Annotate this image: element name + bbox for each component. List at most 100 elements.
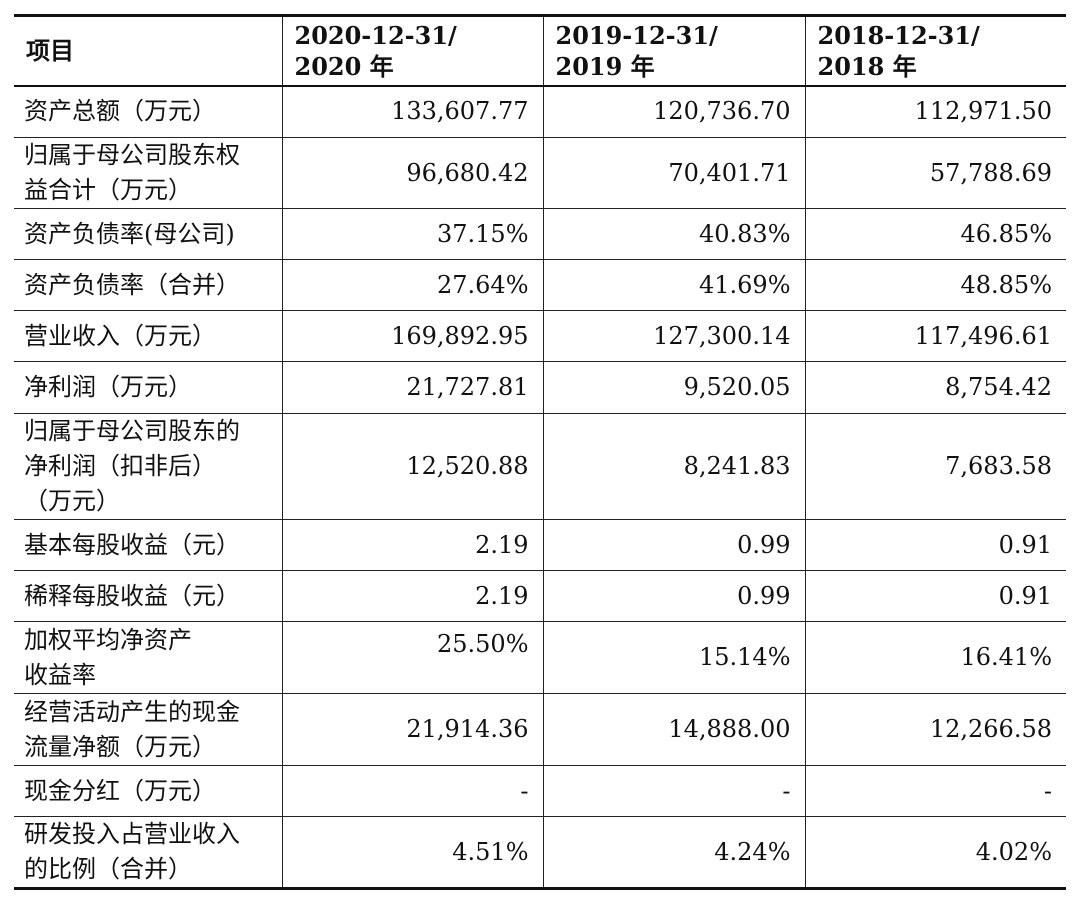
row-label: 稀释每股收益（元）	[14, 570, 283, 622]
value-2020: 133,607.77	[281, 85, 544, 138]
row-label-line: 加权平均净资产	[24, 625, 192, 654]
value-2018: 8,754.42	[804, 361, 1066, 414]
value-2020: 4.51%	[281, 816, 544, 890]
value-2019: 127,300.14	[542, 310, 806, 362]
table-row: 营业收入（万元） 169,892.95 127,300.14 117,496.6…	[14, 310, 1066, 362]
table-row: 资产负债率(母公司) 37.15% 40.83% 46.85%	[14, 208, 1066, 260]
value-2020: 169,892.95	[281, 310, 544, 362]
value-2018: 4.02%	[804, 816, 1066, 890]
table-body: 资产总额（万元） 133,607.77 120,736.70 112,971.5…	[14, 85, 1066, 890]
header-2020-year: 2020 年	[294, 51, 394, 81]
row-label: 资产负债率(母公司)	[14, 208, 283, 260]
value-2020: 96,680.42	[281, 137, 544, 209]
header-row: 项目 2020-12-31/ 2020 年 2019-12-31/ 2019 年…	[14, 14, 1066, 87]
value-2019: 9,520.05	[542, 361, 806, 414]
value-2019: 41.69%	[542, 259, 806, 311]
value-2018: 46.85%	[804, 208, 1066, 260]
row-label: 资产负债率（合并）	[14, 259, 283, 311]
financial-summary-table: 项目 2020-12-31/ 2020 年 2019-12-31/ 2019 年…	[14, 14, 1066, 890]
header-2018-date: 2018-12-31/	[817, 20, 980, 50]
value-2020: 25.50%	[281, 621, 544, 694]
header-item-label: 项目	[26, 36, 74, 66]
header-2019: 2019-12-31/ 2019 年	[542, 14, 806, 87]
value-2018: 48.85%	[804, 259, 1066, 311]
value-2020: 12,520.88	[281, 413, 544, 520]
value-2020: 21,914.36	[281, 693, 544, 766]
header-2020-date: 2020-12-31/	[294, 20, 457, 50]
value-2018: 0.91	[804, 519, 1066, 571]
value-2018: 12,266.58	[804, 693, 1066, 766]
row-label-line: 的比例（合并）	[24, 855, 192, 883]
row-label: 基本每股收益（元）	[14, 519, 283, 571]
value-2019: 15.14%	[542, 621, 806, 694]
value-2019: 4.24%	[542, 816, 806, 890]
row-label-line: 益合计（万元）	[24, 176, 192, 204]
value-2020: 27.64%	[281, 259, 544, 311]
row-label: 资产总额（万元）	[14, 85, 283, 138]
value-2019: 40.83%	[542, 208, 806, 260]
table-row: 稀释每股收益（元） 2.19 0.99 0.91	[14, 570, 1066, 622]
value-2020: 2.19	[281, 519, 544, 571]
value-2019: 0.99	[542, 519, 806, 571]
row-label: 现金分红（万元）	[14, 765, 283, 817]
header-2020: 2020-12-31/ 2020 年	[281, 14, 544, 87]
header-2018: 2018-12-31/ 2018 年	[804, 14, 1066, 87]
row-label-line: 净利润（万元）	[24, 373, 192, 401]
value-2018: 117,496.61	[804, 310, 1066, 362]
value-2018: 112,971.50	[804, 85, 1066, 138]
row-label-line: 营业收入（万元）	[24, 321, 216, 350]
value-2019: 0.99	[542, 570, 806, 622]
table-row: 基本每股收益（元） 2.19 0.99 0.91	[14, 519, 1066, 571]
row-label-line: 资产负债率(母公司)	[24, 219, 235, 248]
row-label-line: 资产总额（万元）	[24, 97, 216, 126]
header-2019-date: 2019-12-31/	[555, 20, 718, 50]
row-label-line: 归属于母公司股东权	[24, 141, 240, 169]
value-2018: -	[804, 765, 1066, 817]
row-label-line: 净利润（扣非后）	[24, 452, 216, 480]
table-row: 经营活动产生的现金 流量净额（万元） 21,914.36 14,888.00 1…	[14, 693, 1066, 766]
value-2019: 8,241.83	[542, 413, 806, 520]
row-label: 加权平均净资产 收益率	[14, 621, 283, 694]
row-label-line: 稀释每股收益（元）	[24, 581, 240, 610]
row-label-line: 经营活动产生的现金	[24, 697, 240, 726]
row-label-line: 收益率	[24, 660, 96, 689]
row-label: 净利润（万元）	[14, 361, 283, 414]
table-row: 研发投入占营业收入 的比例（合并） 4.51% 4.24% 4.02%	[14, 816, 1066, 890]
value-2020: 37.15%	[281, 208, 544, 260]
header-item: 项目	[14, 14, 283, 87]
value-2018: 16.41%	[804, 621, 1066, 694]
header-2019-year: 2019 年	[555, 51, 655, 81]
value-2018: 0.91	[804, 570, 1066, 622]
row-label: 经营活动产生的现金 流量净额（万元）	[14, 693, 283, 766]
value-2020: -	[281, 765, 544, 817]
table-row: 归属于母公司股东权 益合计（万元） 96,680.42 70,401.71 57…	[14, 137, 1066, 209]
table-row: 资产负债率（合并） 27.64% 41.69% 48.85%	[14, 259, 1066, 311]
table-row: 净利润（万元） 21,727.81 9,520.05 8,754.42	[14, 361, 1066, 414]
table-header: 项目 2020-12-31/ 2020 年 2019-12-31/ 2019 年…	[14, 14, 1066, 87]
row-label-line: 资产负债率（合并）	[24, 270, 240, 299]
value-2019: -	[542, 765, 806, 817]
row-label: 归属于母公司股东的 净利润（扣非后） （万元）	[14, 413, 283, 520]
row-label: 研发投入占营业收入 的比例（合并）	[14, 816, 283, 890]
row-label-line: 现金分红（万元）	[24, 776, 216, 805]
value-2020: 21,727.81	[281, 361, 544, 414]
table-row: 加权平均净资产 收益率 25.50% 15.14% 16.41%	[14, 621, 1066, 694]
value-2019: 120,736.70	[542, 85, 806, 138]
financial-summary-table-container: 项目 2020-12-31/ 2020 年 2019-12-31/ 2019 年…	[14, 14, 1066, 890]
value-2020: 2.19	[281, 570, 544, 622]
value-2019: 14,888.00	[542, 693, 806, 766]
table-row: 归属于母公司股东的 净利润（扣非后） （万元） 12,520.88 8,241.…	[14, 413, 1066, 520]
table-row: 现金分红（万元） - - -	[14, 765, 1066, 817]
row-label-line: （万元）	[24, 487, 120, 515]
header-2018-year: 2018 年	[817, 51, 917, 81]
value-2019: 70,401.71	[542, 137, 806, 209]
value-2018: 7,683.58	[804, 413, 1066, 520]
row-label-line: 归属于母公司股东的	[24, 417, 240, 445]
row-label: 营业收入（万元）	[14, 310, 283, 362]
row-label-line: 研发投入占营业收入	[24, 820, 240, 848]
row-label-line: 流量净额（万元）	[24, 732, 216, 761]
table-row: 资产总额（万元） 133,607.77 120,736.70 112,971.5…	[14, 85, 1066, 138]
row-label: 归属于母公司股东权 益合计（万元）	[14, 137, 283, 209]
value-2018: 57,788.69	[804, 137, 1066, 209]
row-label-line: 基本每股收益（元）	[24, 530, 240, 559]
